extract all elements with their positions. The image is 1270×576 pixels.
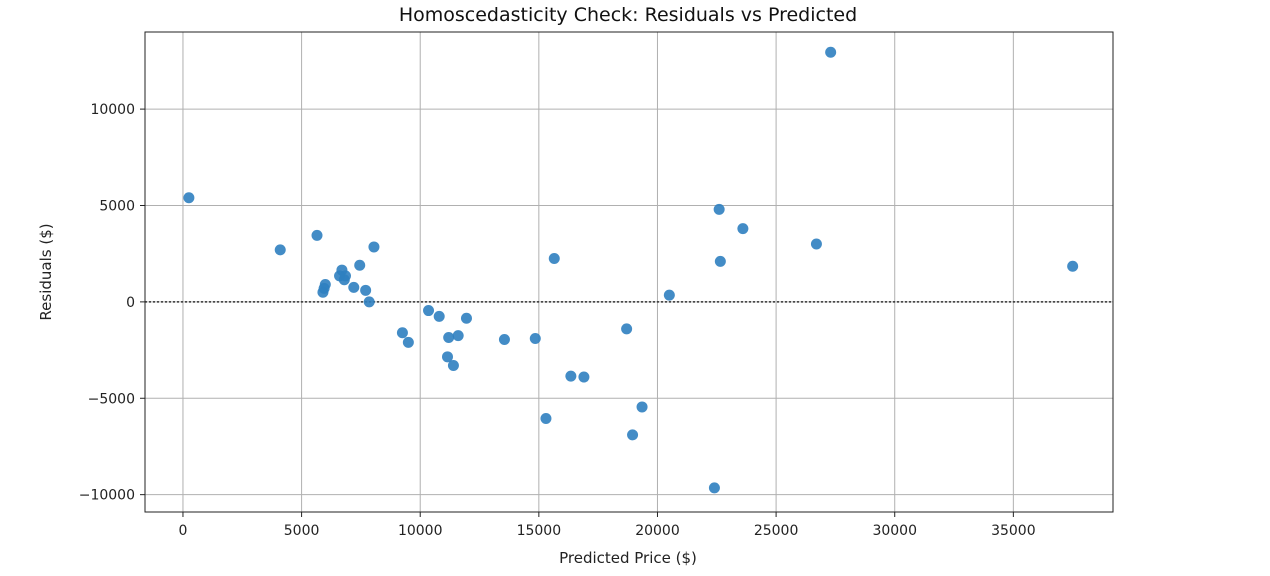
data-point (311, 229, 323, 241)
x-tick-label: 10000 (398, 523, 443, 539)
data-point (396, 327, 408, 339)
data-point (452, 330, 464, 342)
data-point (354, 259, 366, 271)
data-point (621, 323, 633, 335)
data-point (565, 370, 577, 382)
data-point (442, 351, 453, 363)
data-point (183, 192, 195, 204)
data-point (540, 413, 552, 425)
data-point (348, 281, 360, 293)
ticks: 0 5000 10000 15000 20000 25000 30000 35000 −1000… (79, 102, 1036, 539)
data-point (423, 305, 435, 317)
data-point (548, 253, 560, 265)
data-point (433, 310, 445, 322)
chart-title: Homoscedasticity Check: Residuals vs Pre… (399, 4, 857, 26)
x-tick-label: 5000 (284, 523, 320, 539)
data-point (443, 332, 455, 344)
data-point (339, 270, 351, 282)
data-point (737, 223, 749, 235)
x-tick-label: 35000 (991, 523, 1036, 539)
data-point (578, 371, 590, 383)
data-point (627, 429, 639, 441)
data-point (319, 279, 331, 291)
x-tick-label: 30000 (872, 523, 917, 539)
data-point (360, 284, 372, 296)
plot-frame (144, 31, 1114, 513)
y-tick-label: 5000 (99, 198, 135, 214)
data-points (183, 46, 1079, 494)
y-tick-label: −5000 (88, 391, 135, 407)
data-point (274, 244, 286, 256)
data-point (810, 238, 822, 250)
data-point (663, 289, 675, 301)
x-tick-label: 15000 (517, 523, 562, 539)
data-point (713, 203, 725, 215)
data-point (529, 333, 541, 345)
data-point (708, 482, 720, 494)
y-axis-label: Residuals ($) (37, 223, 55, 320)
data-point (447, 359, 459, 371)
data-point (460, 312, 472, 324)
y-tick-label: 10000 (90, 102, 135, 118)
data-point (368, 241, 380, 253)
data-point (498, 333, 510, 345)
data-point (714, 255, 726, 267)
data-point (363, 296, 375, 308)
data-point (402, 336, 414, 348)
data-point (636, 401, 648, 413)
x-tick-label: 25000 (754, 523, 799, 539)
x-axis-label: Predicted Price ($) (559, 549, 697, 567)
x-tick-label: 0 (178, 523, 187, 539)
grid (145, 32, 1113, 512)
data-point (825, 46, 837, 58)
x-tick-label: 20000 (635, 523, 680, 539)
data-point (1067, 260, 1079, 272)
y-tick-label: 0 (126, 295, 135, 311)
y-tick-label: −10000 (79, 488, 135, 504)
